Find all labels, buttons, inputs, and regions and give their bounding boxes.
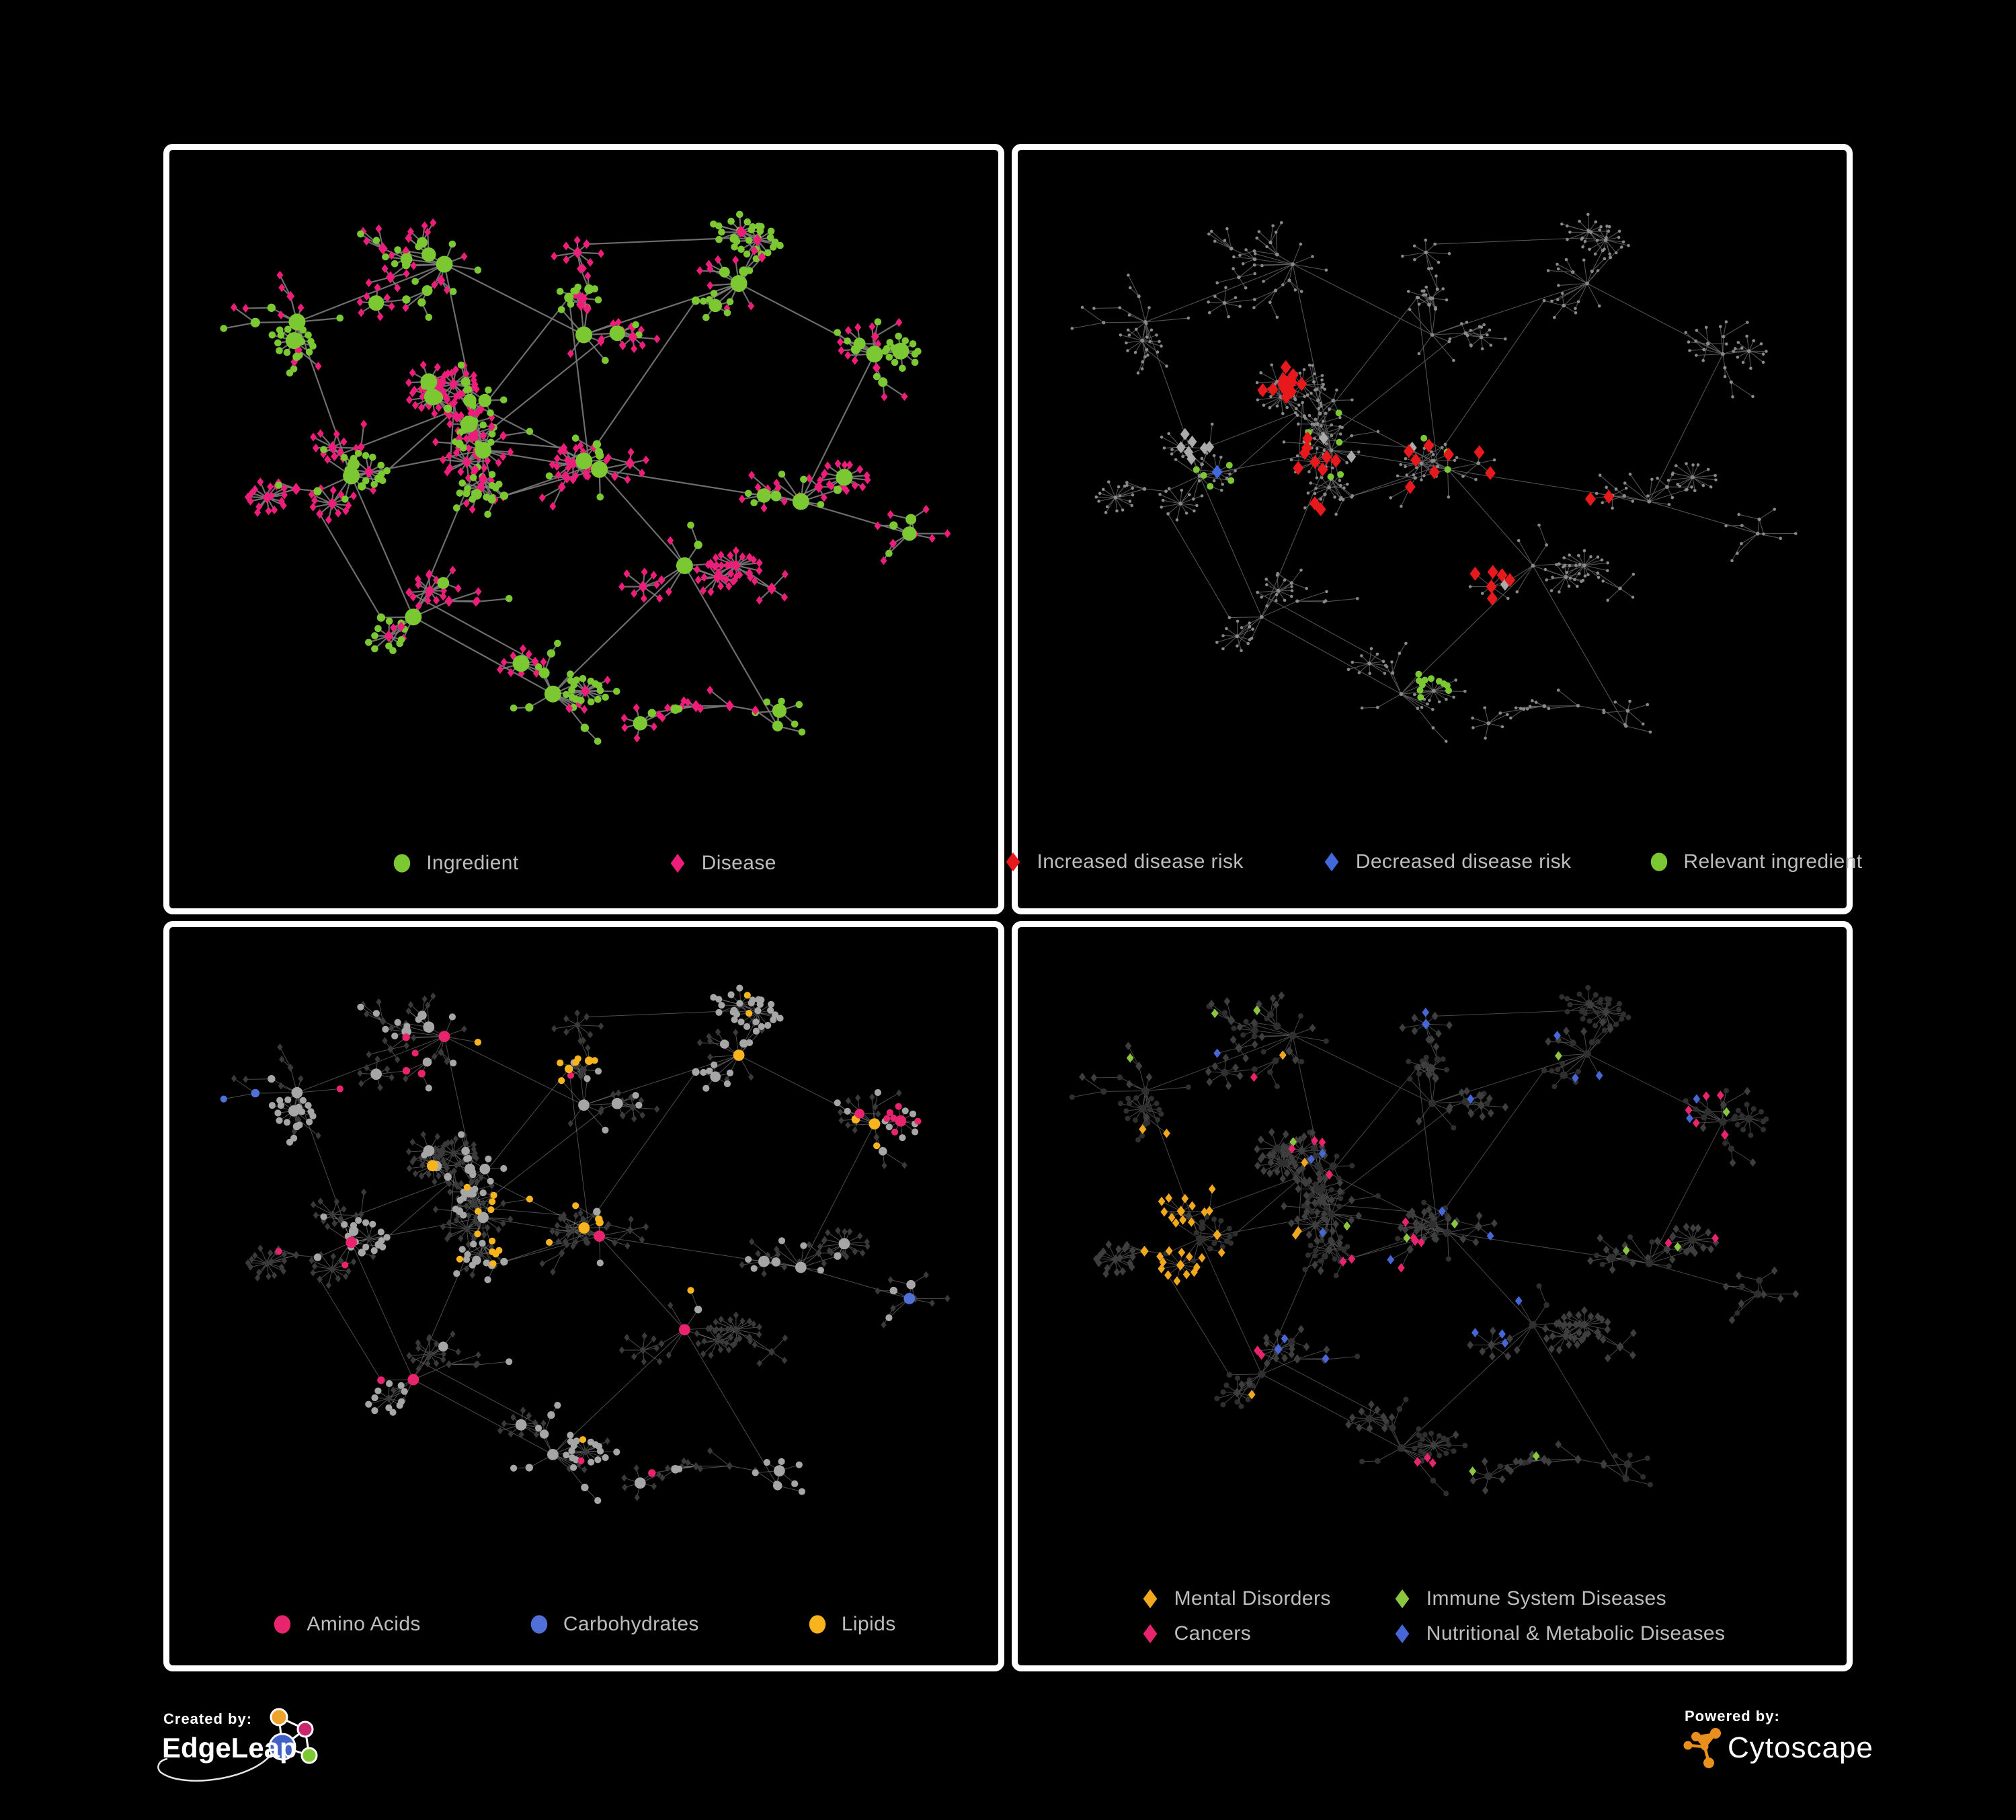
network-graph-ingredient-disease bbox=[220, 210, 951, 745]
diamond-swatch-icon bbox=[1143, 1589, 1157, 1609]
legend-label: Immune System Diseases bbox=[1426, 1587, 1666, 1610]
legend-item-immune-system-diseases: Immune System Diseases bbox=[1392, 1587, 1726, 1610]
diamond-swatch-icon bbox=[1006, 852, 1020, 872]
panel-disease-class: Mental Disorders Immune System Diseases Ca… bbox=[1012, 921, 1853, 1671]
diamond-swatch-icon bbox=[1395, 1624, 1410, 1644]
legend-item-amino-acids: Amino Acids bbox=[272, 1613, 420, 1636]
circle-swatch-icon bbox=[1651, 853, 1668, 871]
edgeleap-wordmark: EdgeLeap bbox=[162, 1732, 297, 1764]
edgeleap-logo: EdgeLeap bbox=[157, 1708, 318, 1782]
circle-swatch-icon bbox=[274, 1615, 291, 1634]
legend-item-lipids: Lipids bbox=[807, 1613, 896, 1636]
legend-label: Disease bbox=[701, 852, 776, 874]
legend-disease-risk: Increased disease risk Decreased disease … bbox=[1006, 850, 1862, 873]
created-by-label: Created by: bbox=[163, 1710, 253, 1727]
circle-swatch-icon bbox=[393, 854, 411, 873]
diamond-swatch-icon bbox=[1395, 1589, 1410, 1609]
circle-swatch-icon bbox=[530, 1615, 548, 1634]
legend-label: Nutritional & Metabolic Diseases bbox=[1426, 1622, 1726, 1645]
legend-item-cancers: Cancers bbox=[1139, 1622, 1331, 1645]
legend-label: Increased disease risk bbox=[1037, 850, 1244, 873]
legend-item-carbohydrates: Carbohydrates bbox=[528, 1613, 699, 1636]
legend-label: Cancers bbox=[1174, 1622, 1252, 1645]
legend-item-increased-disease-risk: Increased disease risk bbox=[1002, 850, 1244, 873]
edgeleap-glyph-icon bbox=[268, 1708, 318, 1764]
powered-by-label: Powered by: bbox=[1685, 1708, 1780, 1725]
legend-label: Decreased disease risk bbox=[1355, 850, 1572, 873]
panel-disease-risk: Increased disease risk Decreased disease … bbox=[1006, 144, 1862, 914]
legend-disease-class: Mental Disorders Immune System Diseases Ca… bbox=[1139, 1587, 1726, 1645]
cytoscape-glyph-icon bbox=[1683, 1728, 1721, 1768]
diamond-swatch-icon bbox=[1143, 1624, 1157, 1644]
panel-ingredient-class: Amino Acids Carbohydrates Lipids bbox=[163, 921, 1004, 1671]
legend-item-relevant-ingredient: Relevant ingredient bbox=[1648, 850, 1862, 873]
network-graph-disease-class bbox=[1069, 984, 1800, 1497]
legend-item-decreased-disease-risk: Decreased disease risk bbox=[1321, 850, 1572, 873]
legend-label: Ingredient bbox=[426, 852, 519, 874]
legend-item-mental-disorders: Mental Disorders bbox=[1139, 1587, 1331, 1610]
cytoscape-logo: Cytoscape bbox=[1683, 1728, 1873, 1768]
legend-label: Lipids bbox=[841, 1613, 896, 1635]
legend-item-disease: Disease bbox=[667, 852, 776, 875]
legend-label: Relevant ingredient bbox=[1683, 850, 1863, 873]
legend-item-nutritional-metabolic-diseases: Nutritional & Metabolic Diseases bbox=[1392, 1622, 1726, 1645]
circle-swatch-icon bbox=[809, 1615, 826, 1634]
legend-ingredient-class: Amino Acids Carbohydrates Lipids bbox=[169, 1613, 998, 1636]
legend-label: Mental Disorders bbox=[1174, 1587, 1331, 1610]
legend-label: Carbohydrates bbox=[563, 1613, 699, 1635]
legend-ingredient-disease: Ingredient Disease bbox=[169, 852, 998, 875]
diamond-swatch-icon bbox=[1324, 852, 1339, 872]
network-graph-disease-risk bbox=[1070, 212, 1798, 743]
legend-label: Amino Acids bbox=[307, 1613, 421, 1635]
panel-ingredient-disease: Ingredient Disease bbox=[163, 144, 1004, 914]
network-graph-ingredient-class bbox=[220, 984, 951, 1504]
diamond-swatch-icon bbox=[670, 853, 684, 873]
cytoscape-wordmark: Cytoscape bbox=[1728, 1731, 1873, 1764]
edgeleap-swoosh bbox=[157, 1750, 275, 1782]
legend-item-ingredient: Ingredient bbox=[391, 852, 518, 875]
